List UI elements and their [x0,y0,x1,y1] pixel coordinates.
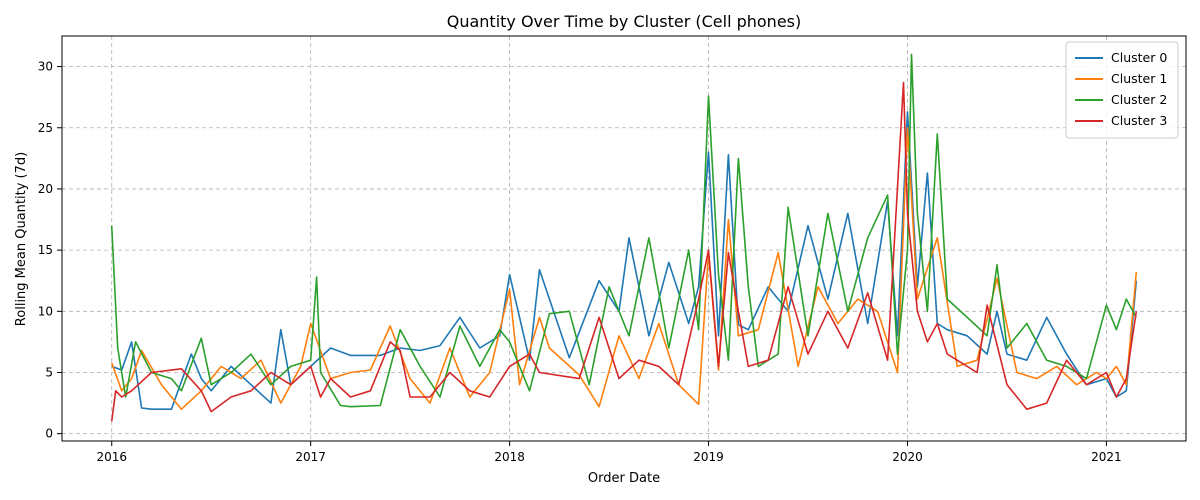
y-tick-label: 15 [38,243,53,257]
series-line-cluster-3 [110,81,1138,422]
legend-label: Cluster 3 [1111,113,1167,128]
chart-title: Quantity Over Time by Cluster (Cell phon… [447,12,802,31]
x-tick-label: 2018 [494,450,525,464]
legend-label: Cluster 1 [1111,71,1167,86]
y-axis-title: Rolling Mean Quantity (7d) [14,152,29,326]
x-tick-label: 2020 [892,450,923,464]
series-layer [110,53,1138,422]
y-tick-label: 10 [38,304,53,318]
plot-frame [61,35,1187,442]
y-tick-label: 20 [38,182,53,196]
legend: Cluster 0 Cluster 1 Cluster 2 Cluster 3 [1065,41,1179,139]
legend-label: Cluster 2 [1111,92,1167,107]
series-line-cluster-0 [111,111,1138,411]
y-tick-label: 30 [38,60,53,74]
series-line-cluster-2 [110,53,1138,408]
x-axis-title: Order Date [588,471,660,486]
x-tick-label: 2016 [96,450,127,464]
ticks: 2016 2017 2018 2019 2020 2021 0 5 10 15 20 25 30 [38,60,1122,464]
y-tick-label: 0 [45,427,53,441]
legend-box [1065,41,1179,139]
x-tick-label: 2019 [693,450,724,464]
y-tick-label: 5 [45,365,53,379]
y-tick-label: 25 [38,121,53,135]
x-tick-label: 2021 [1091,450,1122,464]
x-tick-label: 2017 [295,450,326,464]
legend-label: Cluster 0 [1111,50,1167,65]
